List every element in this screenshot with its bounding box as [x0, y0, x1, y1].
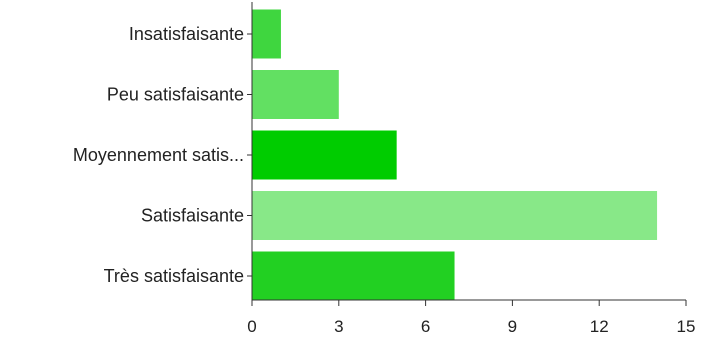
x-tick-label: 9 [508, 317, 517, 336]
x-tick-label: 15 [677, 317, 696, 336]
category-labels: Insatisfaisante Peu satisfaisante Moyennem… [73, 24, 252, 286]
category-label: Peu satisfaisante [107, 85, 244, 105]
category-label: Satisfaisante [141, 206, 244, 226]
x-ticks-group: 0 3 6 9 12 15 [247, 300, 695, 336]
category-label: Très satisfaisante [104, 266, 244, 286]
bar [252, 9, 281, 59]
axes-group [251, 2, 686, 301]
x-tick-label: 6 [421, 317, 430, 336]
category-label: Insatisfaisante [129, 24, 244, 44]
x-tick-label: 3 [334, 317, 343, 336]
bar [252, 70, 339, 119]
bar [252, 251, 455, 301]
x-tick-label: 12 [590, 317, 609, 336]
x-tick-label: 0 [247, 317, 256, 336]
category-label: Moyennement satis... [73, 145, 244, 165]
bar [252, 191, 658, 240]
bar [252, 130, 397, 180]
bars-group [252, 9, 658, 301]
